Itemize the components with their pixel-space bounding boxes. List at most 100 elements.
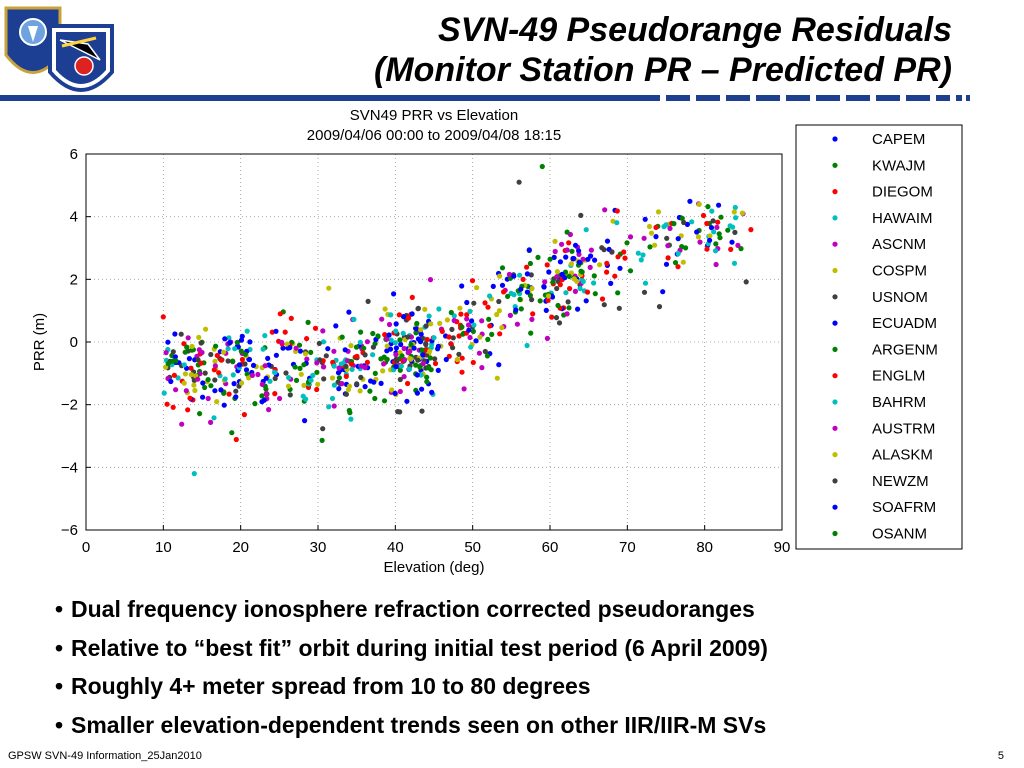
data-point <box>393 356 399 362</box>
legend-marker <box>832 294 838 300</box>
data-point <box>680 259 686 265</box>
data-point <box>697 239 703 245</box>
data-point <box>288 315 294 321</box>
data-point <box>419 347 425 353</box>
data-point <box>552 238 558 244</box>
data-point <box>748 227 754 233</box>
data-point <box>524 271 531 277</box>
data-point <box>348 416 354 422</box>
data-point <box>343 363 349 369</box>
title-divider-bar <box>0 95 970 101</box>
data-point <box>407 348 413 354</box>
legend-label: NEWZM <box>872 473 929 490</box>
data-point <box>578 268 584 274</box>
data-point <box>517 296 523 302</box>
data-point <box>518 286 524 292</box>
data-point <box>321 376 327 382</box>
data-point <box>216 370 222 376</box>
data-point <box>303 396 309 402</box>
data-point <box>559 241 565 247</box>
data-point <box>370 352 376 358</box>
data-point <box>364 339 370 345</box>
data-point <box>435 343 441 349</box>
data-point <box>203 326 209 332</box>
data-point <box>704 220 710 227</box>
data-point <box>456 351 462 357</box>
data-point <box>297 365 303 371</box>
data-point <box>469 318 475 324</box>
data-point <box>557 282 563 288</box>
data-point <box>518 306 524 312</box>
data-point <box>343 373 349 379</box>
data-point <box>418 372 424 378</box>
data-point <box>372 395 378 402</box>
data-point <box>336 375 342 381</box>
data-point <box>529 316 535 322</box>
data-point <box>614 208 620 214</box>
data-point <box>277 311 283 317</box>
data-point <box>339 381 345 387</box>
data-point <box>529 285 535 292</box>
data-point <box>459 369 465 375</box>
legend-marker <box>832 320 838 326</box>
data-point <box>292 364 298 370</box>
data-point <box>220 349 227 355</box>
x-tick-label: 50 <box>464 539 481 556</box>
data-point <box>566 305 572 311</box>
data-point <box>165 339 171 345</box>
data-point <box>423 341 429 347</box>
data-point <box>229 430 235 436</box>
data-point <box>614 220 620 226</box>
data-point <box>186 356 192 362</box>
data-point <box>527 260 534 267</box>
data-point <box>592 291 598 297</box>
data-point <box>192 387 198 394</box>
chart-title: SVN49 PRR vs Elevation <box>350 107 518 124</box>
data-point <box>329 375 336 381</box>
data-point <box>554 285 560 292</box>
legend-label: CAPEM <box>872 131 925 148</box>
data-point <box>615 290 621 296</box>
data-point <box>308 377 314 383</box>
data-point <box>418 331 424 337</box>
data-point <box>213 343 219 349</box>
legend-label: ALASKM <box>872 447 933 464</box>
data-point <box>599 296 606 302</box>
data-point <box>526 247 532 253</box>
legend-marker <box>832 346 838 352</box>
data-point <box>173 358 179 364</box>
data-point <box>599 245 605 251</box>
data-point <box>282 329 288 335</box>
legend-label: ENGLM <box>872 368 925 385</box>
data-point <box>694 229 700 235</box>
data-point <box>544 335 551 341</box>
data-point <box>652 242 658 248</box>
data-point <box>604 260 610 266</box>
data-point <box>302 351 309 357</box>
data-point <box>497 273 503 279</box>
data-point <box>640 252 646 258</box>
data-point <box>316 340 322 346</box>
data-point <box>489 331 495 337</box>
data-point <box>305 319 311 325</box>
data-point <box>485 336 491 342</box>
data-point <box>302 418 308 424</box>
data-point <box>389 387 395 393</box>
data-point <box>484 353 490 359</box>
data-point <box>346 309 352 315</box>
data-point <box>378 380 384 386</box>
data-point <box>331 403 337 409</box>
data-point <box>537 298 543 304</box>
data-point <box>170 349 176 355</box>
data-point <box>411 345 417 351</box>
data-point <box>642 216 648 222</box>
data-point <box>393 345 399 351</box>
data-point <box>497 331 503 337</box>
x-tick-label: 30 <box>310 539 327 556</box>
data-point <box>400 330 406 336</box>
data-point <box>735 242 741 248</box>
data-point <box>165 361 171 367</box>
data-point <box>336 365 342 371</box>
data-point <box>266 407 272 413</box>
data-point <box>559 271 565 277</box>
